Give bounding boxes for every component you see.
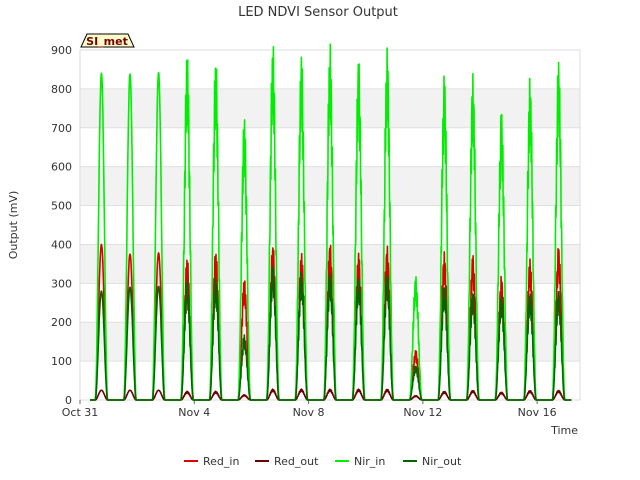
y-tick-label: 300	[51, 277, 72, 290]
y-axis: 0 100 200 300 400 500 600 700 800 900	[51, 44, 72, 407]
grid-band	[80, 166, 580, 206]
x-tick-label: Nov 4	[178, 406, 210, 419]
y-tick-label: 400	[51, 238, 72, 251]
y-tick-label: 0	[65, 394, 72, 407]
y-tick-label: 500	[51, 200, 72, 213]
x-tick-label: Nov 8	[293, 406, 325, 419]
x-axis: Oct 31 Nov 4 Nov 8 Nov 12 Nov 16	[62, 400, 557, 419]
x-tick-label: Nov 12	[403, 406, 442, 419]
y-tick-label: 800	[51, 83, 72, 96]
series-line-nir-out	[89, 266, 572, 401]
chart-title: LED NDVI Sensor Output	[238, 5, 398, 20]
site-badge: SI_met	[80, 33, 135, 48]
y-tick-label: 900	[51, 44, 72, 57]
series-lines	[89, 43, 572, 401]
y-tick-label: 200	[51, 316, 72, 329]
legend: Red_in Red_out Nir_in Nir_out	[184, 455, 462, 468]
y-tick-label: 600	[51, 161, 72, 174]
x-axis-label: Time	[550, 424, 578, 437]
legend-label: Nir_in	[354, 455, 385, 468]
y-tick-label: 700	[51, 122, 72, 135]
legend-label: Red_in	[203, 455, 239, 468]
legend-label: Nir_out	[422, 455, 462, 468]
y-axis-label: Output (mV)	[7, 191, 20, 260]
legend-label: Red_out	[274, 455, 319, 468]
x-tick-label: Oct 31	[62, 406, 99, 419]
x-tick-label: Nov 16	[518, 406, 557, 419]
site-badge-label: SI_met	[86, 35, 128, 48]
y-tick-label: 100	[51, 355, 72, 368]
